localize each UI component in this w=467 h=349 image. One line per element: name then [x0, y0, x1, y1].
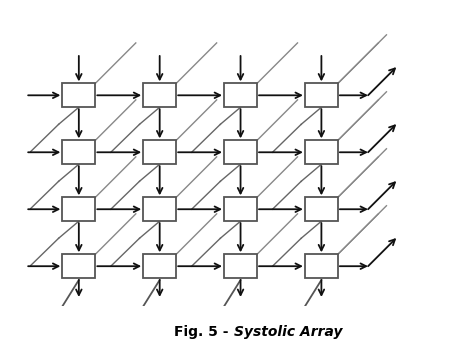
Bar — [224, 83, 257, 107]
Bar — [143, 83, 176, 107]
Bar — [62, 83, 95, 107]
Bar — [305, 197, 338, 221]
Bar — [224, 197, 257, 221]
Bar — [224, 140, 257, 164]
Bar — [305, 83, 338, 107]
Bar — [143, 254, 176, 278]
Bar — [305, 254, 338, 278]
Bar — [143, 197, 176, 221]
Bar — [143, 140, 176, 164]
Text: Fig. 5 -: Fig. 5 - — [174, 325, 234, 339]
Bar — [62, 197, 95, 221]
Bar — [224, 254, 257, 278]
Bar — [305, 140, 338, 164]
Bar — [62, 140, 95, 164]
Text: Systolic Array: Systolic Array — [234, 325, 342, 339]
Bar — [62, 254, 95, 278]
